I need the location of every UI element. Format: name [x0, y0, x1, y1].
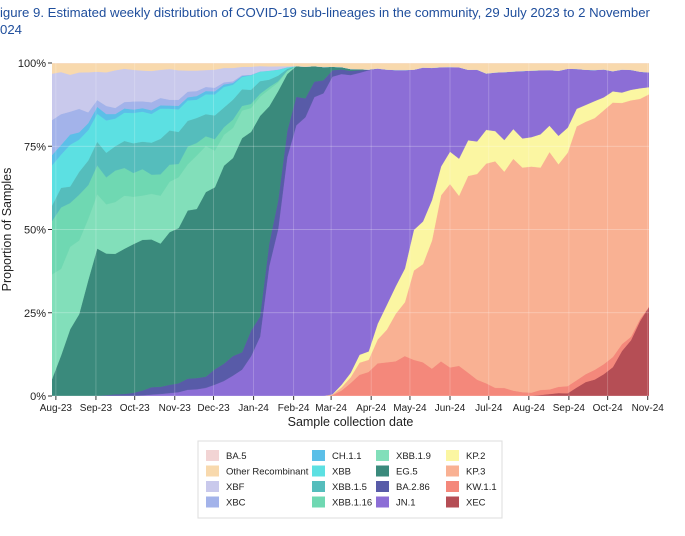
- x-tick-label: Aug-23: [40, 403, 73, 414]
- area-other-recombinant: [52, 63, 649, 75]
- figure-title: igure 9. Estimated weekly distribution o…: [0, 4, 685, 38]
- x-tick-label: Aug-24: [513, 403, 546, 414]
- y-tick-label: 100%: [18, 58, 46, 70]
- legend-label-jn-1: JN.1: [396, 498, 416, 509]
- legend-swatch-ch-1-1: [312, 450, 325, 461]
- area-kp-3: [52, 93, 649, 396]
- legend-label-kp-3: KP.3: [466, 467, 485, 478]
- x-axis: Aug-23 Sep-23 Oct-23 Nov-23 Dec-23 Jan-24 Feb-…: [40, 396, 665, 414]
- legend-swatch-eg-5: [376, 465, 389, 477]
- legend-swatch-jn-1: [376, 496, 389, 508]
- figure-title-line-1: igure 9. Estimated weekly distribution o…: [0, 5, 650, 20]
- x-tick-label: Sep-24: [553, 403, 586, 414]
- x-tick-label: Feb-24: [278, 403, 310, 414]
- legend-label-xbf: XBF: [226, 482, 245, 493]
- y-tick-label: 25%: [24, 308, 46, 320]
- legend-swatch-xbb-1-9: [376, 450, 389, 461]
- legend-swatch-kw-1-1: [446, 481, 459, 492]
- legend-label-xec: XEC: [466, 498, 486, 509]
- legend-label-kw-1-1: KW.1.1: [466, 482, 497, 493]
- x-tick-label: May-24: [393, 403, 427, 414]
- x-tick-label: Mar-24: [315, 403, 347, 414]
- legend-label-ch-1-1: CH.1.1: [332, 451, 362, 462]
- legend-label-ba-2-86: BA.2.86: [396, 482, 430, 493]
- legend: BA.5 Other Recombinant XBF XBC CH.1.1 XBB XBB.…: [197, 440, 503, 519]
- x-tick-label: Sep-23: [80, 403, 113, 414]
- y-tick-label: 0%: [30, 391, 46, 403]
- legend-swatch-xbb: [312, 465, 325, 477]
- legend-label-eg-5: EG.5: [396, 467, 418, 478]
- y-tick-label: 75%: [24, 141, 46, 153]
- legend-swatch-kp-3: [446, 465, 459, 477]
- x-tick-label: Nov-24: [632, 403, 665, 414]
- legend-swatch-xbb-1-16: [312, 496, 325, 508]
- legend-swatch-xbb-1-5: [312, 481, 325, 492]
- legend-swatch-ba-5: [206, 450, 219, 461]
- area-kp-2: [52, 86, 649, 396]
- series-areas: [52, 63, 649, 396]
- y-tick-label: 50%: [24, 225, 46, 237]
- x-tick-label: Nov-23: [159, 403, 192, 414]
- area-xec: [52, 306, 649, 396]
- x-tick-label: Apr-24: [356, 403, 386, 414]
- legend-swatch-other-recombinant: [206, 465, 219, 477]
- legend-label-ba-5: BA.5: [226, 451, 247, 462]
- legend-swatch-xec: [446, 496, 459, 508]
- gridlines: [52, 62, 649, 397]
- legend-swatch-xbf: [206, 481, 219, 492]
- legend-swatch-xbc: [206, 496, 219, 508]
- legend-label-xbc: XBC: [226, 498, 246, 509]
- y-axis-label: Proportion of Samples: [0, 168, 14, 292]
- x-tick-label: Jun-24: [435, 403, 466, 414]
- legend-label-kp-2: KP.2: [466, 451, 485, 462]
- legend-swatch-ba-2-86: [376, 481, 389, 492]
- x-tick-label: Dec-23: [197, 403, 230, 414]
- y-axis: 0% 25% 50% 75% 100%: [18, 58, 52, 403]
- legend-label-xbb: XBB: [332, 467, 351, 478]
- x-axis-label: Sample collection date: [288, 415, 414, 429]
- legend-label-xbb-1-9: XBB.1.9: [396, 451, 431, 462]
- legend-label-xbb-1-5: XBB.1.5: [332, 482, 367, 493]
- figure-title-line-2: 024: [0, 22, 23, 37]
- x-tick-label: Jul-24: [475, 403, 503, 414]
- legend-label-xbb-1-16: XBB.1.16: [332, 498, 372, 509]
- legend-swatch-kp-2: [446, 450, 459, 461]
- legend-label-other-recombinant: Other Recombinant: [226, 467, 309, 478]
- x-tick-label: Oct-23: [120, 403, 150, 414]
- x-tick-label: Oct-24: [593, 403, 623, 414]
- x-tick-label: Jan-24: [238, 403, 269, 414]
